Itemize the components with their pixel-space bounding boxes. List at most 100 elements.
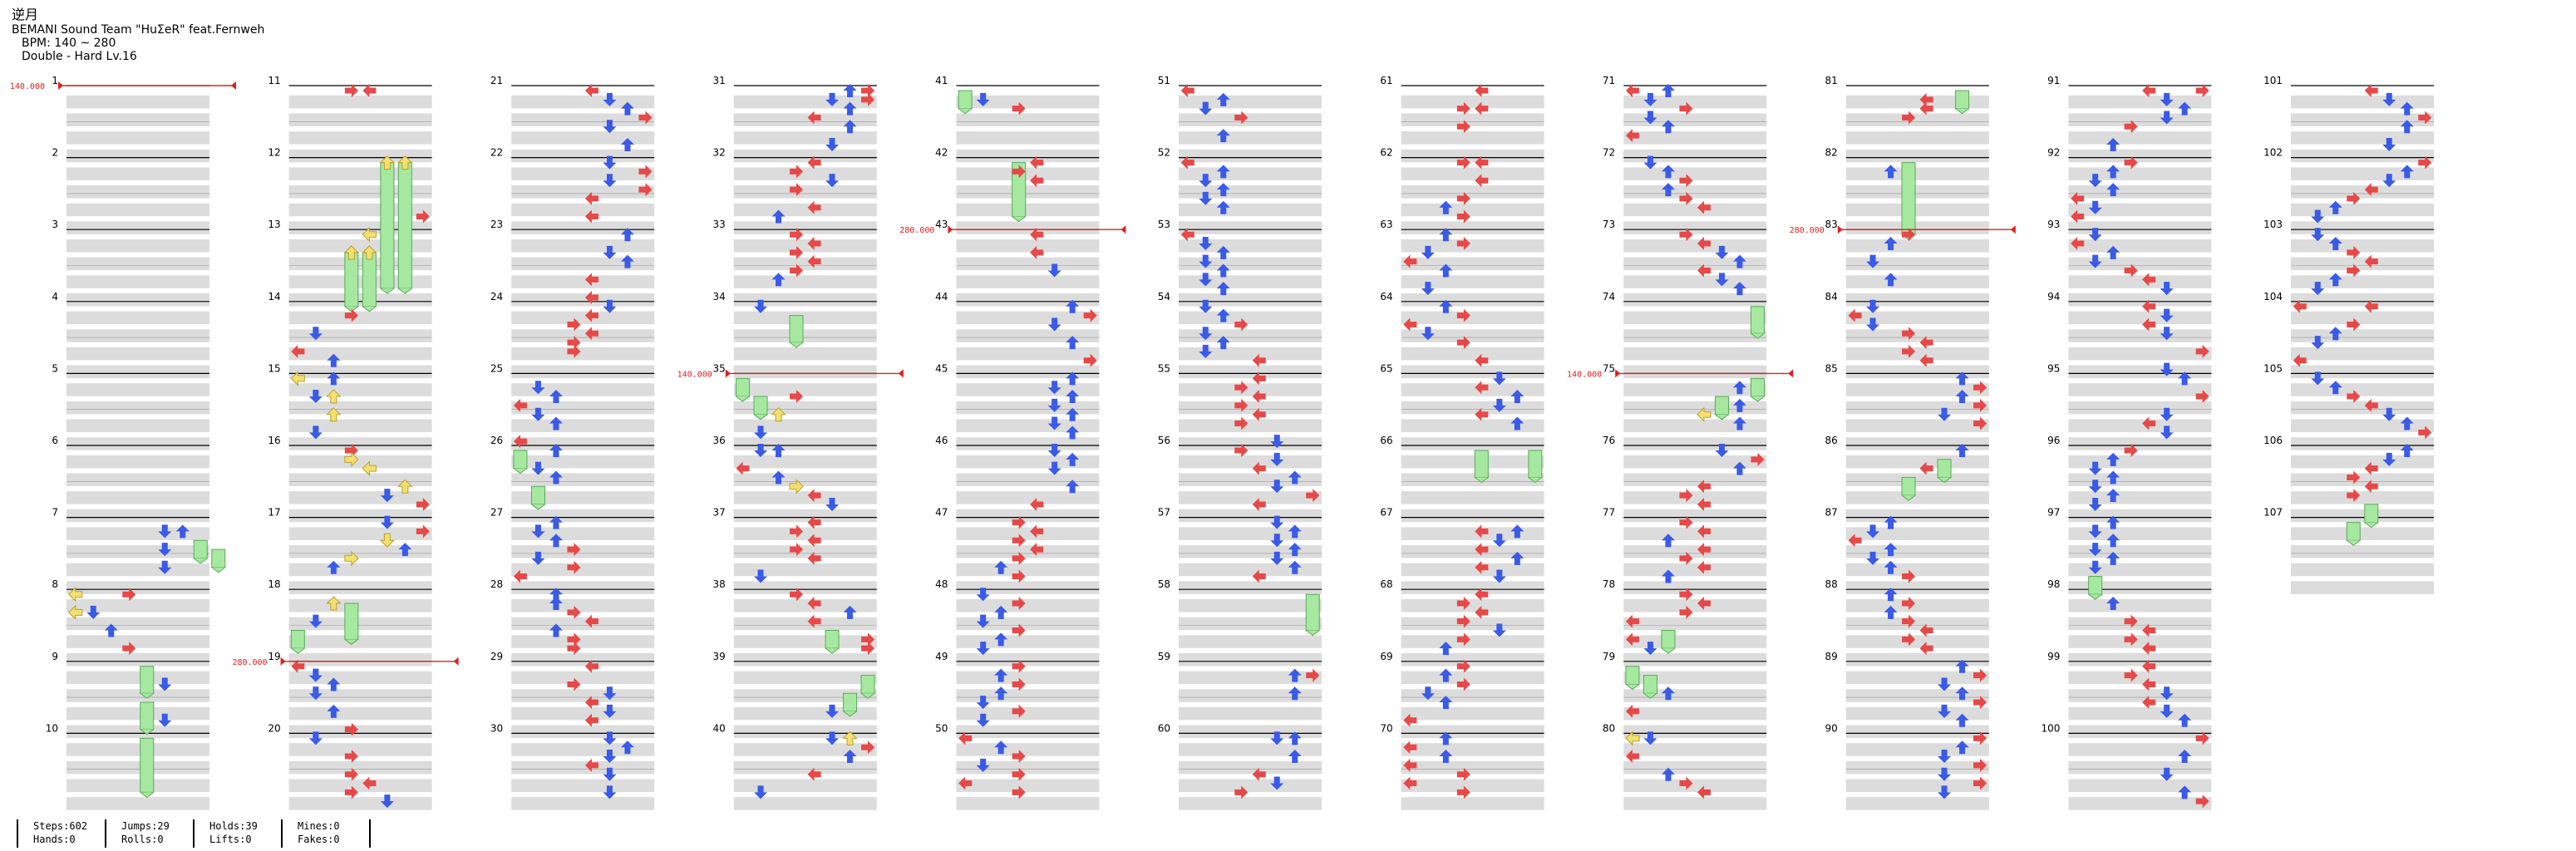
measure-band: [2291, 509, 2434, 523]
step-arrow: [1679, 588, 1693, 602]
hold-body: [1901, 162, 1916, 235]
step-arrow: [122, 642, 136, 656]
measure-band: [733, 725, 877, 739]
measure-number: 30: [490, 722, 503, 734]
step-arrow: [1919, 642, 1933, 656]
step-arrow: [2382, 407, 2396, 421]
measure-band: [733, 293, 877, 307]
measure-band: [1623, 149, 1767, 163]
measure-band: [1179, 797, 1322, 810]
measure-band: [1845, 760, 1989, 775]
step-arrow: [531, 407, 545, 421]
measure-20: 20: [268, 722, 432, 810]
measure-number: 63: [1380, 219, 1392, 230]
step-arrow: [308, 426, 323, 440]
measure-number: 2: [52, 147, 58, 159]
measure-band: [733, 706, 877, 721]
measure-band: [956, 95, 1100, 109]
measure-number: 70: [1380, 722, 1392, 734]
step-arrow: [1012, 623, 1026, 637]
step-arrow: [2106, 551, 2120, 565]
measure-band: [2068, 95, 2212, 109]
measure-band: [511, 437, 655, 450]
hold-note: [1305, 593, 1320, 637]
measure-band: [66, 365, 209, 379]
measure-band: [511, 95, 655, 109]
step-arrow: [549, 588, 563, 602]
step-arrow: [1697, 785, 1711, 799]
measure-18: 18: [268, 578, 432, 667]
step-arrow: [2088, 524, 2102, 539]
measure-band: [956, 491, 1100, 504]
step-arrow: [1919, 92, 1933, 106]
step-arrow: [344, 722, 358, 736]
step-arrow: [994, 605, 1008, 619]
measure-band: [2291, 257, 2434, 271]
hold-tail: [344, 306, 359, 312]
measure-band: [288, 185, 432, 199]
step-arrow: [1030, 245, 1044, 259]
step-arrow: [1973, 381, 1987, 395]
measure-band: [2291, 221, 2434, 234]
stat-rolls: Rolls:0: [121, 834, 164, 845]
measure-number: 106: [2263, 435, 2283, 446]
measure-number: 59: [1158, 651, 1170, 662]
measure-band: [2291, 455, 2434, 469]
measure-band: [1401, 311, 1544, 325]
measure-band: [733, 437, 877, 450]
measure-band: [1845, 131, 1989, 145]
measure-band: [956, 383, 1100, 396]
measure-band: [2291, 581, 2434, 594]
measure-band: [1179, 419, 1322, 433]
measure-number: 10: [46, 722, 58, 734]
step-arrow: [1625, 129, 1639, 143]
step-arrow: [1643, 92, 1657, 106]
hold-tail: [531, 504, 545, 510]
step-arrow: [549, 597, 563, 611]
measure-25: 25: [490, 362, 655, 450]
hold-body: [140, 666, 155, 694]
measure-band: [1179, 509, 1322, 523]
measure-band: [1179, 599, 1322, 612]
bpm-change-marker: 140.000: [10, 81, 236, 91]
step-arrow: [2124, 444, 2138, 457]
step-arrow: [1066, 299, 1080, 313]
step-arrow: [2142, 659, 2156, 673]
measure-89: 89: [1825, 651, 1989, 739]
measure-79: 79: [1603, 651, 1767, 739]
measure-band: [1401, 635, 1544, 648]
hold-tail: [362, 306, 377, 312]
step-arrow: [1066, 371, 1080, 386]
step-arrow: [1439, 200, 1453, 214]
step-arrow: [2364, 84, 2378, 97]
step-arrow: [2106, 515, 2120, 529]
hold-tail: [513, 468, 528, 475]
measure-band: [2068, 635, 2212, 648]
measure-band: [956, 689, 1100, 702]
measure-number: 31: [713, 75, 726, 86]
measure-band: [733, 743, 877, 756]
measure-band: [733, 185, 877, 199]
measure-90: 90: [1825, 722, 1989, 810]
step-arrow: [531, 551, 545, 565]
hold-tail: [958, 108, 973, 115]
measure-band: [2068, 689, 2212, 702]
step-arrow: [1403, 254, 1417, 268]
step-arrow: [1439, 299, 1453, 313]
step-arrow: [1030, 155, 1044, 170]
measure-number: 77: [1603, 507, 1615, 519]
step-arrow: [1047, 398, 1061, 412]
measure-band: [66, 221, 209, 234]
measure-band: [511, 419, 655, 433]
step-arrow: [291, 659, 305, 673]
measure-band: [1845, 617, 1989, 631]
measure-band: [66, 635, 209, 648]
measure-band: [288, 419, 432, 433]
hold-head-arrow: [343, 245, 360, 260]
measure-number: 81: [1825, 75, 1838, 86]
measure-band: [66, 167, 209, 180]
step-arrow: [1492, 623, 1506, 637]
measure-band: [2291, 527, 2434, 540]
measure-band: [66, 455, 209, 469]
measure-107: 107: [2263, 507, 2434, 594]
